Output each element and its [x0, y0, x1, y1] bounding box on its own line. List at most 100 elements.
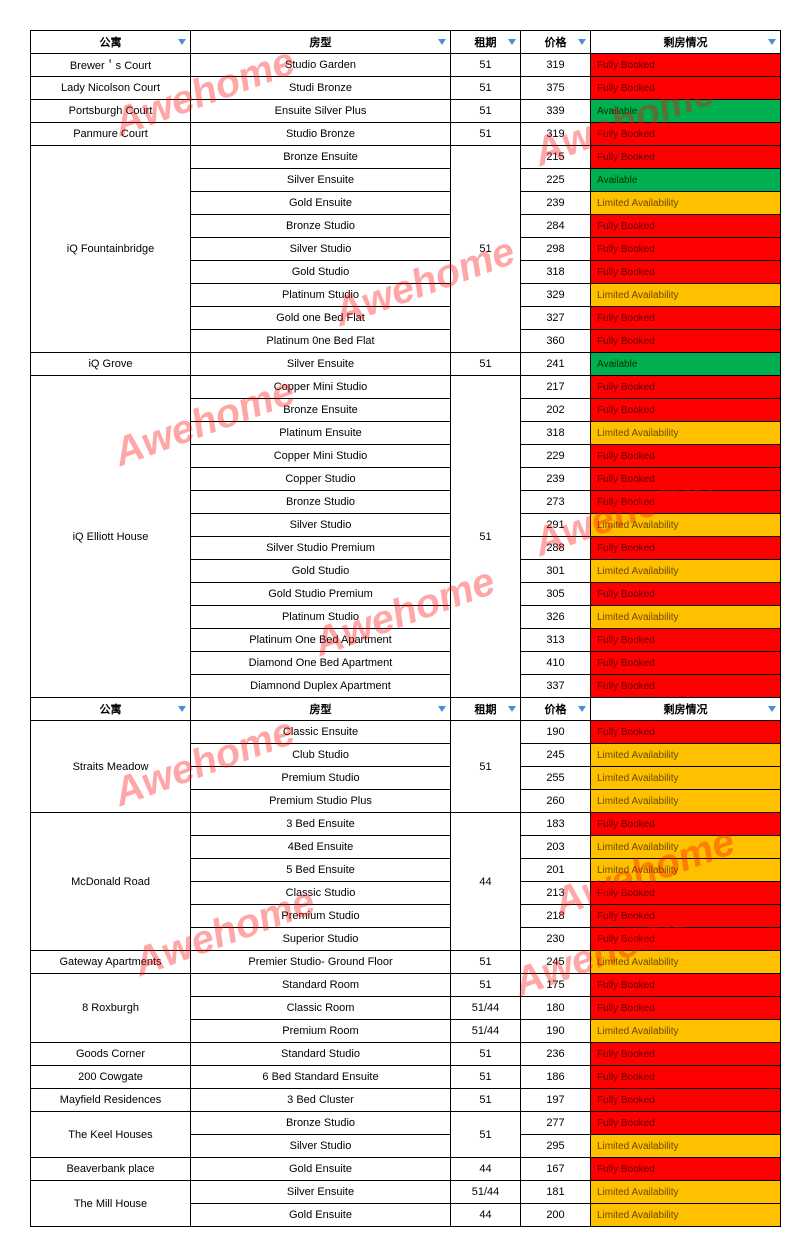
filter-icon[interactable] — [178, 39, 186, 45]
table-row: 200 Cowgate6 Bed Standard Ensuite51186Fu… — [31, 1066, 781, 1089]
price-cell: 239 — [521, 468, 591, 491]
roomtype-cell: Silver Ensuite — [191, 1181, 451, 1204]
status-cell: Limited Availability — [591, 1135, 781, 1158]
filter-icon[interactable] — [578, 706, 586, 712]
roomtype-cell: Platinum Studio — [191, 606, 451, 629]
roomtype-header[interactable]: 房型 — [191, 698, 451, 721]
status-cell: Limited Availability — [591, 514, 781, 537]
lease-cell: 51 — [451, 123, 521, 146]
price-cell: 277 — [521, 1112, 591, 1135]
status-cell: Fully Booked — [591, 123, 781, 146]
status-cell: Fully Booked — [591, 77, 781, 100]
apartment-cell: The Keel Houses — [31, 1112, 191, 1158]
status-cell: Limited Availability — [591, 767, 781, 790]
table-row: Mayfield Residences3 Bed Cluster51197Ful… — [31, 1089, 781, 1112]
status-cell: Limited Availability — [591, 284, 781, 307]
apartment-header[interactable]: 公寓 — [31, 31, 191, 54]
status-cell: Fully Booked — [591, 675, 781, 698]
price-header[interactable]: 价格 — [521, 698, 591, 721]
roomtype-cell: Premium Studio Plus — [191, 790, 451, 813]
status-cell: Limited Availability — [591, 1020, 781, 1043]
price-cell: 288 — [521, 537, 591, 560]
lease-cell: 51/44 — [451, 1181, 521, 1204]
filter-icon[interactable] — [438, 706, 446, 712]
status-cell: Limited Availability — [591, 790, 781, 813]
roomtype-cell: Platinum 0ne Bed Flat — [191, 330, 451, 353]
lease-cell: 51 — [451, 951, 521, 974]
table-row: iQ FountainbridgeBronze Ensuite51215Full… — [31, 146, 781, 169]
status-cell: Fully Booked — [591, 468, 781, 491]
table-row: iQ GroveSilver Ensuite51241Available — [31, 353, 781, 376]
status-cell: Available — [591, 100, 781, 123]
roomtype-cell: Copper Mini Studio — [191, 376, 451, 399]
table-row: Gateway ApartmentsPremier Studio- Ground… — [31, 951, 781, 974]
lease-cell: 51 — [451, 146, 521, 353]
price-cell: 202 — [521, 399, 591, 422]
price-cell: 245 — [521, 951, 591, 974]
roomtype-cell: Superior Studio — [191, 928, 451, 951]
filter-icon[interactable] — [178, 706, 186, 712]
lease-cell: 51/44 — [451, 997, 521, 1020]
filter-icon[interactable] — [508, 706, 516, 712]
table-row: Beaverbank placeGold Ensuite44167Fully B… — [31, 1158, 781, 1181]
availability-header[interactable]: 剩房情况 — [591, 31, 781, 54]
price-cell: 236 — [521, 1043, 591, 1066]
price-cell: 213 — [521, 882, 591, 905]
lease-cell: 44 — [451, 1204, 521, 1227]
roomtype-cell: Diamond One Bed Apartment — [191, 652, 451, 675]
status-cell: Limited Availability — [591, 1204, 781, 1227]
table-row: McDonald Road3 Bed Ensuite44183Fully Boo… — [31, 813, 781, 836]
status-cell: Fully Booked — [591, 721, 781, 744]
lease-cell: 44 — [451, 1158, 521, 1181]
price-cell: 190 — [521, 1020, 591, 1043]
status-cell: Limited Availability — [591, 836, 781, 859]
price-header[interactable]: 价格 — [521, 31, 591, 54]
price-cell: 313 — [521, 629, 591, 652]
apartment-cell: iQ Fountainbridge — [31, 146, 191, 353]
price-cell: 318 — [521, 261, 591, 284]
status-cell: Available — [591, 353, 781, 376]
price-cell: 190 — [521, 721, 591, 744]
filter-icon[interactable] — [768, 706, 776, 712]
apartment-cell: 8 Roxburgh — [31, 974, 191, 1043]
lease-header[interactable]: 租期 — [451, 31, 521, 54]
status-cell: Fully Booked — [591, 399, 781, 422]
lease-cell: 51 — [451, 77, 521, 100]
status-cell: Fully Booked — [591, 146, 781, 169]
apartment-cell: Straits Meadow — [31, 721, 191, 813]
price-cell: 186 — [521, 1066, 591, 1089]
price-cell: 183 — [521, 813, 591, 836]
price-cell: 230 — [521, 928, 591, 951]
filter-icon[interactable] — [578, 39, 586, 45]
price-cell: 217 — [521, 376, 591, 399]
filter-icon[interactable] — [768, 39, 776, 45]
status-cell: Fully Booked — [591, 629, 781, 652]
lease-cell: 51 — [451, 1112, 521, 1158]
status-cell: Fully Booked — [591, 445, 781, 468]
roomtype-cell: Silver Studio — [191, 514, 451, 537]
price-cell: 339 — [521, 100, 591, 123]
status-cell: Fully Booked — [591, 882, 781, 905]
lease-cell: 51 — [451, 1043, 521, 1066]
roomtype-cell: Gold Ensuite — [191, 1204, 451, 1227]
roomtype-cell: 5 Bed Ensuite — [191, 859, 451, 882]
price-cell: 273 — [521, 491, 591, 514]
table-row: Straits MeadowClassic Ensuite51190Fully … — [31, 721, 781, 744]
filter-icon[interactable] — [438, 39, 446, 45]
availability-table: 公寓房型租期价格剩房情况Brewer＇s CourtStudio Garden5… — [30, 30, 781, 1227]
lease-cell: 51 — [451, 1066, 521, 1089]
apartment-cell: Beaverbank place — [31, 1158, 191, 1181]
lease-cell: 51 — [451, 376, 521, 698]
apartment-header[interactable]: 公寓 — [31, 698, 191, 721]
price-cell: 200 — [521, 1204, 591, 1227]
status-cell: Fully Booked — [591, 238, 781, 261]
price-cell: 175 — [521, 974, 591, 997]
lease-cell: 51 — [451, 54, 521, 77]
status-cell: Fully Booked — [591, 215, 781, 238]
lease-header[interactable]: 租期 — [451, 698, 521, 721]
availability-header[interactable]: 剩房情况 — [591, 698, 781, 721]
apartment-cell: Gateway Apartments — [31, 951, 191, 974]
roomtype-header[interactable]: 房型 — [191, 31, 451, 54]
price-cell: 181 — [521, 1181, 591, 1204]
filter-icon[interactable] — [508, 39, 516, 45]
